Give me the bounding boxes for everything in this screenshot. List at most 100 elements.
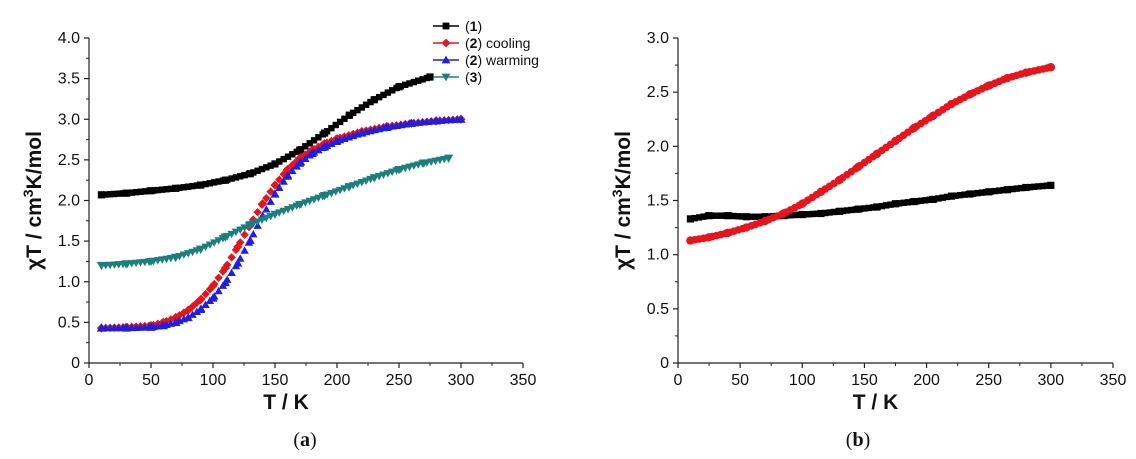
- panel-a-x-tick-label: 50: [142, 372, 160, 389]
- panel-b-series-1-marker: [730, 212, 738, 220]
- panel-b-series-2-point: [760, 216, 770, 226]
- panel-b-series-1-marker: [813, 210, 820, 217]
- panel-a-series-2-marker: [214, 273, 223, 282]
- panel-a-series-1-point: [172, 184, 180, 192]
- panel-a-series-2-point: [183, 305, 193, 315]
- panel-a-series-1-marker: [163, 186, 170, 193]
- panel-b-series-1-marker: [739, 213, 746, 220]
- panel-a-series-1-marker: [141, 188, 148, 195]
- panel-b-series-1-marker: [804, 211, 812, 218]
- panel-a-series-2-point: [233, 242, 243, 252]
- panel-b-series-1-marker: [717, 212, 725, 219]
- panel-a-series-4-point: [369, 174, 379, 183]
- panel-a-series-3-point: [357, 128, 367, 137]
- panel-b-series-1-marker: [996, 187, 1003, 194]
- panel-b-series-1-marker: [882, 202, 890, 209]
- panel-a-series-1-marker: [415, 77, 422, 84]
- panel-a-series-1-marker: [354, 106, 361, 114]
- panel-a-series-1-marker: [375, 93, 383, 101]
- panel-a-series-3-point: [208, 293, 218, 302]
- panel-a-series-3-marker: [266, 197, 275, 205]
- panel-a-x-axis-label: T / K: [263, 391, 309, 414]
- panel-a-series-1-marker: [402, 81, 409, 88]
- panel-a-series-4-point: [295, 200, 305, 210]
- panel-a-series-3-point: [233, 258, 243, 267]
- panel-a-series-1-marker: [154, 186, 162, 194]
- panel-b-series-1-marker: [826, 209, 833, 216]
- panel-a-series-1-marker: [284, 153, 292, 160]
- panel-a-series-4-point: [220, 233, 230, 242]
- panel-b-series-1-point: [947, 192, 956, 200]
- panel-b-series-1-marker: [861, 205, 868, 212]
- panel-b-y-axis-label: χT / cm3K/mol: [609, 131, 635, 270]
- panel-a-series-3-point: [295, 158, 305, 167]
- panel-a-series-1-marker: [410, 78, 418, 86]
- panel-a-x-tick-label: 100: [200, 372, 227, 389]
- panel-a-series-1-marker: [211, 179, 218, 186]
- panel-a-x-tick-label: 250: [386, 372, 413, 389]
- panel-a-series-4-marker: [236, 226, 245, 234]
- panel-a-series-1-marker: [158, 186, 166, 193]
- panel-a-series-1-marker: [254, 167, 261, 174]
- panel-a-y-tick-label: 3.5: [58, 71, 80, 88]
- panel-b-series-1-marker: [752, 213, 759, 220]
- panel-b-series-1-marker: [939, 194, 946, 201]
- panel-b-series-2-point: [723, 228, 732, 238]
- panel-b-series-1-marker: [878, 202, 886, 210]
- panel-b-series-1-marker: [865, 204, 872, 212]
- panel-b-y-tick-label: 1.5: [647, 193, 669, 210]
- panel-a-series-1-marker: [232, 174, 240, 181]
- panel-a-series-2-marker: [227, 253, 236, 262]
- panel-b-series-1-marker: [713, 212, 720, 219]
- panel-b-series-1-point: [854, 205, 862, 213]
- panel-b-series-1-marker: [830, 208, 838, 216]
- panel-a-series-3-point: [382, 122, 392, 131]
- panel-b-series-1-marker: [791, 211, 799, 219]
- panel-a-series-3-point: [171, 317, 181, 326]
- panel-a-series-1-marker: [367, 98, 374, 106]
- panel-a-series-1-point: [395, 83, 403, 91]
- panel-a-series-1-point: [345, 111, 353, 119]
- panel-b-series-1-marker: [943, 193, 951, 201]
- panel-a-series-1-marker: [237, 173, 244, 180]
- panel-b-series-1-marker: [1043, 182, 1051, 189]
- panel-a-series-3-point: [307, 148, 317, 157]
- panel-b-x-tick-label: 0: [674, 372, 683, 389]
- panel-b-series-1-marker: [869, 204, 877, 211]
- panel-a-x-tick-label: 150: [262, 372, 289, 389]
- panel-b-series-1-marker: [735, 213, 742, 220]
- panel-b-series-2-point: [1021, 68, 1031, 77]
- panel-a-series-1-marker: [306, 140, 313, 147]
- panel-a-legend-label-1: (1): [465, 18, 482, 34]
- panel-b-y-tick-label: 3.0: [647, 30, 669, 47]
- panel-b-chart: 0 50 100 150 200 250 300 350 0 0.5 1.0 1.5 2.0 2.5 3.0…: [609, 30, 1126, 414]
- panel-a-series-1-marker: [215, 178, 222, 185]
- panel-a-series-3-marker: [262, 205, 271, 213]
- panel-a-series-3-marker: [201, 300, 210, 309]
- panel-a-series-3-point: [456, 114, 466, 123]
- panel-a-series-1-marker: [106, 191, 114, 198]
- panel-a-series-2-point: [282, 165, 292, 175]
- panel-b-x-tick-label: 100: [789, 372, 816, 389]
- panel-a-series-3-point: [282, 171, 292, 180]
- panel-b-series-2-point: [835, 175, 844, 185]
- panel-a-series-4-marker: [210, 239, 219, 247]
- panel-a-series-4-marker: [231, 228, 241, 237]
- panel-b-series-2-point: [779, 209, 788, 218]
- panel-b-series-2-point: [947, 99, 956, 109]
- panel-label-b: (b): [846, 429, 870, 451]
- panel-a-series-3-marker: [301, 154, 310, 162]
- panel-a-series-1-marker: [128, 189, 135, 196]
- panel-a-legend-marker-1: [442, 22, 450, 30]
- panel-a-series-4-marker: [253, 218, 262, 226]
- panel-a-series-2-point: [196, 295, 206, 305]
- panel-b-series-2: [686, 63, 1056, 245]
- panel-b-x-tick-label: 300: [1038, 372, 1065, 389]
- panel-b-x-tick-label: 250: [975, 372, 1002, 389]
- panel-a-series-1-marker: [328, 124, 335, 132]
- panel-a-series-3-marker: [327, 139, 336, 147]
- panel-b-series-1-point: [929, 195, 937, 204]
- panel-a-legend-label-3: (2) warming: [465, 52, 539, 68]
- panel-a-series-1-marker: [228, 175, 235, 182]
- panel-a-series-4-marker: [283, 205, 293, 214]
